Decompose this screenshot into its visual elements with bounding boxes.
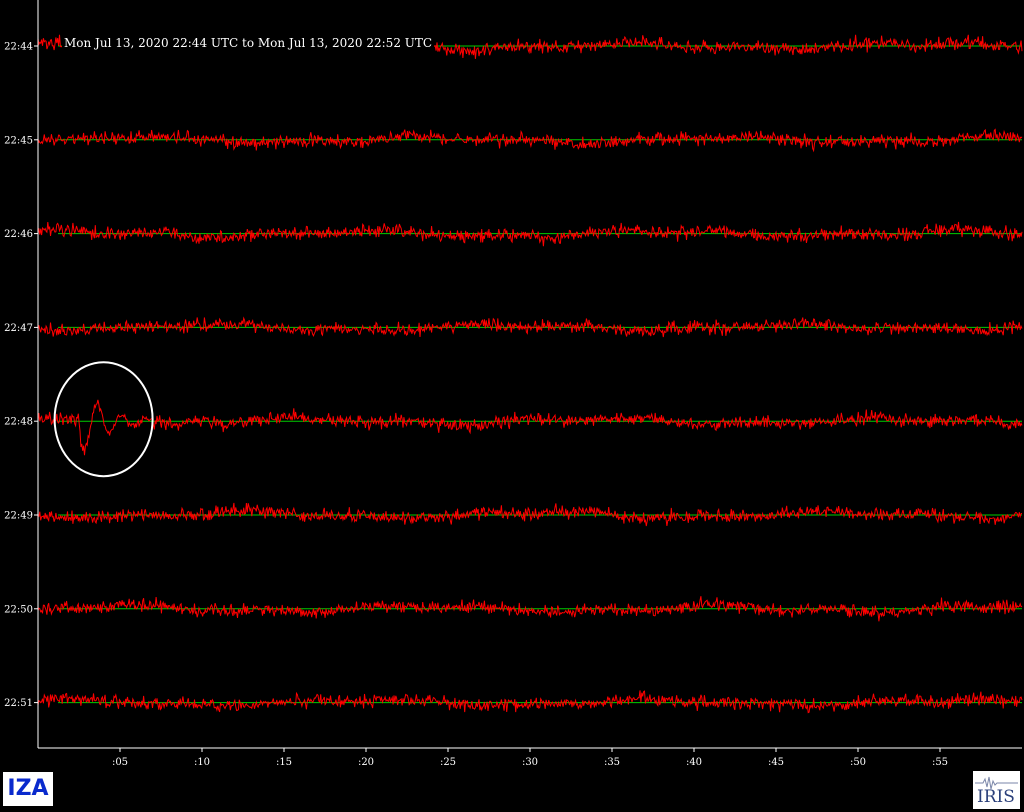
row-time-label: 22:47 [4,323,33,334]
row-time-label: 22:44 [4,42,33,53]
row-time-label: 22:50 [4,604,33,615]
x-tick-label: :15 [276,757,292,768]
x-tick-label: :55 [932,757,948,768]
seismic-trace [37,690,1023,714]
x-tick-label: :35 [604,757,620,768]
x-tick-label: :20 [358,757,374,768]
x-tick-label: :05 [112,757,128,768]
title-background [62,35,435,51]
logo-text: IRIS [977,787,1015,807]
seismic-trace [37,128,1023,153]
station-code: IZA [7,776,49,801]
iris-logo: IRIS [973,771,1020,809]
seismic-trace [37,316,1023,338]
event-highlight-circle [53,361,154,478]
axes [34,0,1022,752]
seismogram-logo-icon [975,776,1018,790]
row-time-label: 22:51 [4,698,33,709]
row-time-label: 22:45 [4,135,33,146]
x-tick-label: :50 [850,757,866,768]
seismic-trace [37,596,1023,622]
row-time-label: 22:48 [4,417,33,428]
labels-layer: :05 :10 :15 :20 :25 :30 :35 :40 :45 :50 :55 22:44 22… [4,35,948,768]
x-tick-label: :10 [194,757,210,768]
row-time-label: 22:49 [4,511,33,522]
chart-title: Mon Jul 13, 2020 22:44 UTC to Mon Jul 13… [64,36,432,50]
x-tick-label: :40 [686,757,702,768]
x-tick-label: :45 [768,757,784,768]
station-code-badge: IZA [3,772,53,806]
x-tick-label: :25 [440,757,456,768]
x-tick-label: :30 [522,757,538,768]
seismic-trace [37,399,1023,456]
row-time-label: 22:46 [4,229,33,240]
seismic-trace [37,221,1023,247]
trace-layer [37,34,1023,714]
seismic-trace [37,502,1023,527]
